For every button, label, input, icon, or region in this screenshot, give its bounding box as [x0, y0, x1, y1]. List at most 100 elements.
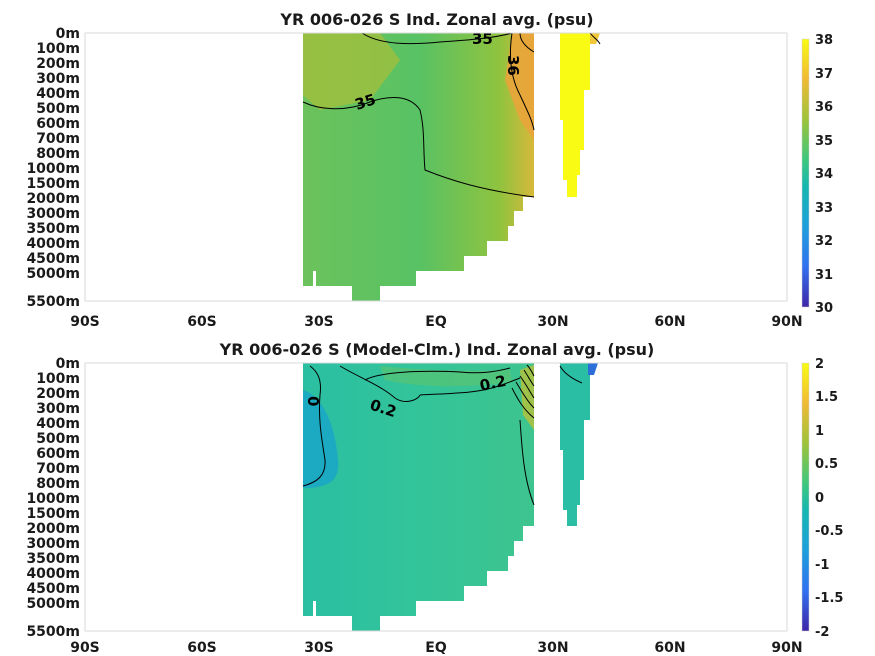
panel-bottom-colorbar: -2 -1.5 -1 -0.5 0 0.5 1 1.5 2 — [801, 357, 843, 640]
contour-coastal-5 — [526, 364, 535, 377]
contour-35-upper — [361, 32, 513, 45]
y-tick-label: 500m — [36, 101, 80, 117]
x-tick-label: 30S — [304, 314, 334, 330]
y-tick-label: 4000m — [26, 566, 80, 582]
panel-top-title: YR 006-026 S Ind. Zonal avg. (psu) — [279, 10, 593, 29]
colorbar-tick-label: 0 — [815, 491, 824, 506]
y-tick-label: 1500m — [26, 176, 80, 192]
panel-bottom: YR 006-026 S (Model-Clm.) Ind. Zonal avg… — [26, 340, 843, 656]
contour-gulf — [559, 365, 583, 384]
colorbar-tick-label: 38 — [815, 33, 833, 48]
panel-top-colorbar: 30 31 32 33 34 35 36 37 38 — [801, 33, 833, 316]
colorbar-tick-label: 31 — [815, 268, 833, 283]
colorbar-top — [801, 38, 810, 308]
contour-35-lower — [302, 97, 535, 198]
colorbar-tick-label: 30 — [815, 301, 833, 316]
contour-0.2-left — [339, 365, 421, 402]
anomaly-fresh-patch — [303, 390, 339, 488]
y-tick-label: 600m — [36, 446, 80, 462]
colorbar-tick-label: -1 — [815, 558, 829, 573]
contour-label-0: 0 — [304, 396, 322, 406]
contour-labels-top: 35 36 35 — [353, 30, 522, 114]
panel-top: YR 006-026 S Ind. Zonal avg. (psu) 35 36… — [26, 10, 833, 330]
colorbar-tick-label: 34 — [815, 167, 833, 182]
panel-top-x-axis: 90S 60S 30S EQ 30N 60N 90N — [70, 314, 802, 330]
y-tick-label: 4500m — [26, 581, 80, 597]
y-tick-label: 3500m — [26, 551, 80, 567]
y-tick-label: 3000m — [26, 536, 80, 552]
panel-top-frame — [84, 32, 788, 302]
contour-coastal-1 — [511, 387, 535, 419]
y-tick-label: 0m — [56, 356, 80, 372]
y-tick-label: 200m — [36, 386, 80, 402]
y-tick-label: 700m — [36, 461, 80, 477]
salinity-contours — [302, 32, 601, 198]
contour-gulf-mark — [589, 32, 601, 45]
salinity-red-sea-column — [560, 33, 590, 197]
y-tick-label: 300m — [36, 71, 80, 87]
x-tick-label: 60N — [654, 640, 685, 656]
y-tick-label: 0m — [56, 26, 80, 42]
contour-labels-bottom: 0 0.2 0.2 — [304, 372, 508, 421]
colorbar-tick-label: 1 — [815, 424, 824, 439]
panel-bottom-x-axis: 90S 60S 30S EQ 30N 60N 90N — [70, 640, 802, 656]
y-tick-label: 100m — [36, 371, 80, 387]
contour-surface-loop — [364, 367, 511, 381]
colorbar-tick-label: 37 — [815, 67, 833, 82]
panel-bottom-y-axis: 0m 100m 200m 300m 400m 500m 600m 700m 80… — [26, 356, 80, 640]
y-tick-label: 5000m — [26, 266, 80, 282]
salinity-high-surface-patch — [303, 33, 400, 110]
anomaly-gulf-patch — [588, 363, 598, 375]
y-tick-label: 800m — [36, 146, 80, 162]
colorbar-tick-label: -1.5 — [815, 591, 843, 606]
colorbar-tick-label: 35 — [815, 134, 833, 149]
contour-0.2-right — [419, 377, 521, 396]
anomaly-contours — [302, 364, 583, 506]
colorbar-tick-label: -0.5 — [815, 524, 843, 539]
x-tick-label: 90N — [771, 314, 802, 330]
contour-label-35-upper: 35 — [472, 30, 493, 48]
contour-coastal-2 — [515, 381, 535, 409]
anomaly-red-sea-column — [560, 363, 590, 526]
x-tick-label: 60S — [187, 640, 217, 656]
x-tick-label: 30S — [304, 640, 334, 656]
y-tick-label: 200m — [36, 56, 80, 72]
contour-deep — [519, 419, 535, 506]
y-tick-label: 4500m — [26, 251, 80, 267]
x-tick-label: EQ — [425, 640, 447, 656]
y-tick-label: 5500m — [26, 624, 80, 640]
y-tick-label: 400m — [36, 86, 80, 102]
colorbar-tick-label: 32 — [815, 234, 833, 249]
colorbar-tick-label: 33 — [815, 201, 833, 216]
x-tick-label: 60S — [187, 314, 217, 330]
contour-coastal-4 — [523, 369, 535, 387]
y-tick-label: 500m — [36, 431, 80, 447]
y-tick-label: 700m — [36, 131, 80, 147]
y-tick-label: 400m — [36, 416, 80, 432]
x-tick-label: 90S — [70, 640, 100, 656]
y-tick-label: 1000m — [26, 161, 80, 177]
anomaly-field — [303, 363, 598, 631]
y-tick-label: 600m — [36, 116, 80, 132]
y-tick-label: 2000m — [26, 521, 80, 537]
panel-top-y-axis: 0m 100m 200m 300m 400m 500m 600m 700m 80… — [26, 26, 80, 310]
contour-upper-surface — [519, 32, 535, 53]
contour-0 — [302, 365, 326, 487]
y-tick-label: 4000m — [26, 236, 80, 252]
x-tick-label: 90S — [70, 314, 100, 330]
contour-36 — [509, 32, 535, 131]
colorbar-bottom — [801, 362, 810, 632]
anomaly-salty-surface — [380, 366, 512, 387]
y-tick-label: 2000m — [26, 191, 80, 207]
y-tick-label: 1000m — [26, 491, 80, 507]
panel-bottom-title: YR 006-026 S (Model-Clm.) Ind. Zonal avg… — [219, 340, 655, 359]
y-tick-label: 5500m — [26, 294, 80, 310]
x-tick-label: 30N — [537, 314, 568, 330]
contour-coastal-3 — [519, 375, 535, 399]
y-tick-label: 3500m — [26, 221, 80, 237]
contour-label-36: 36 — [504, 55, 522, 76]
contour-label-35-lower: 35 — [353, 90, 378, 114]
colorbar-tick-label: 0.5 — [815, 457, 838, 472]
x-tick-label: 90N — [771, 640, 802, 656]
